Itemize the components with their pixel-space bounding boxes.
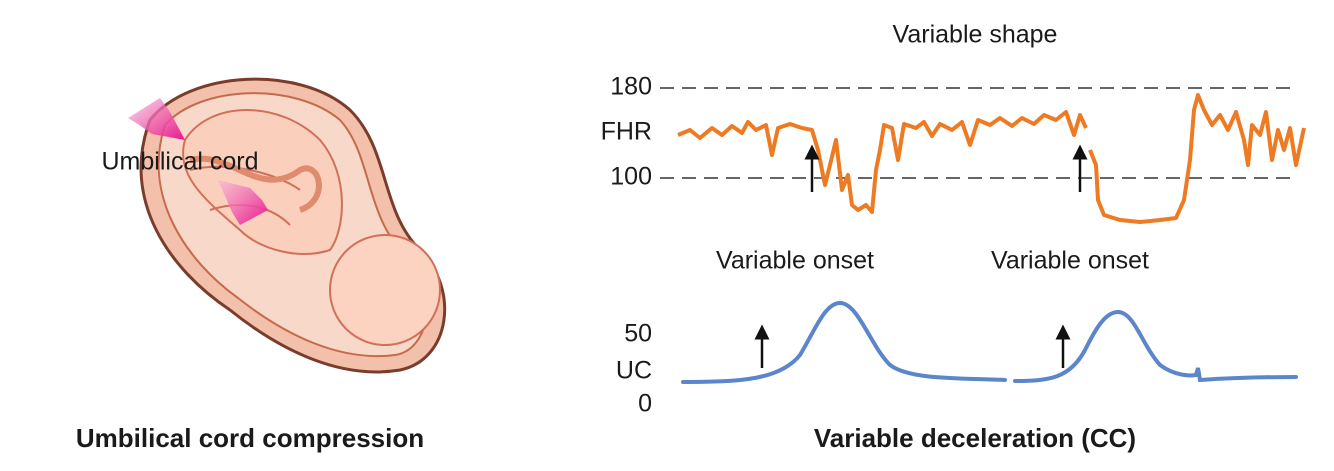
onset-label: Variable onset xyxy=(716,247,874,275)
cord xyxy=(189,155,322,213)
uc-axis-label: UC xyxy=(616,357,652,385)
illustration: Umbilical cord xyxy=(102,77,447,374)
fetal-head xyxy=(329,234,441,346)
fhr-tick: 100 xyxy=(610,163,652,191)
compression-arrow xyxy=(128,98,185,140)
left-caption: Umbilical cord compression xyxy=(76,423,424,453)
right-caption: Variable deceleration (CC) xyxy=(814,423,1136,453)
fhr-trace xyxy=(677,93,1306,224)
uc-trace xyxy=(681,300,1298,384)
fetal-body xyxy=(182,109,343,255)
fhr-axis-label: FHR xyxy=(601,118,652,146)
fhr-tick: 180 xyxy=(610,73,652,101)
onset-label: Variable onset xyxy=(991,247,1149,275)
cord-label: Umbilical cord xyxy=(102,148,259,176)
compression-arrow xyxy=(218,180,268,225)
uc-tick: 50 xyxy=(624,320,652,348)
fhr-title: Variable shape xyxy=(893,21,1058,49)
uc-tick: 0 xyxy=(638,390,652,418)
